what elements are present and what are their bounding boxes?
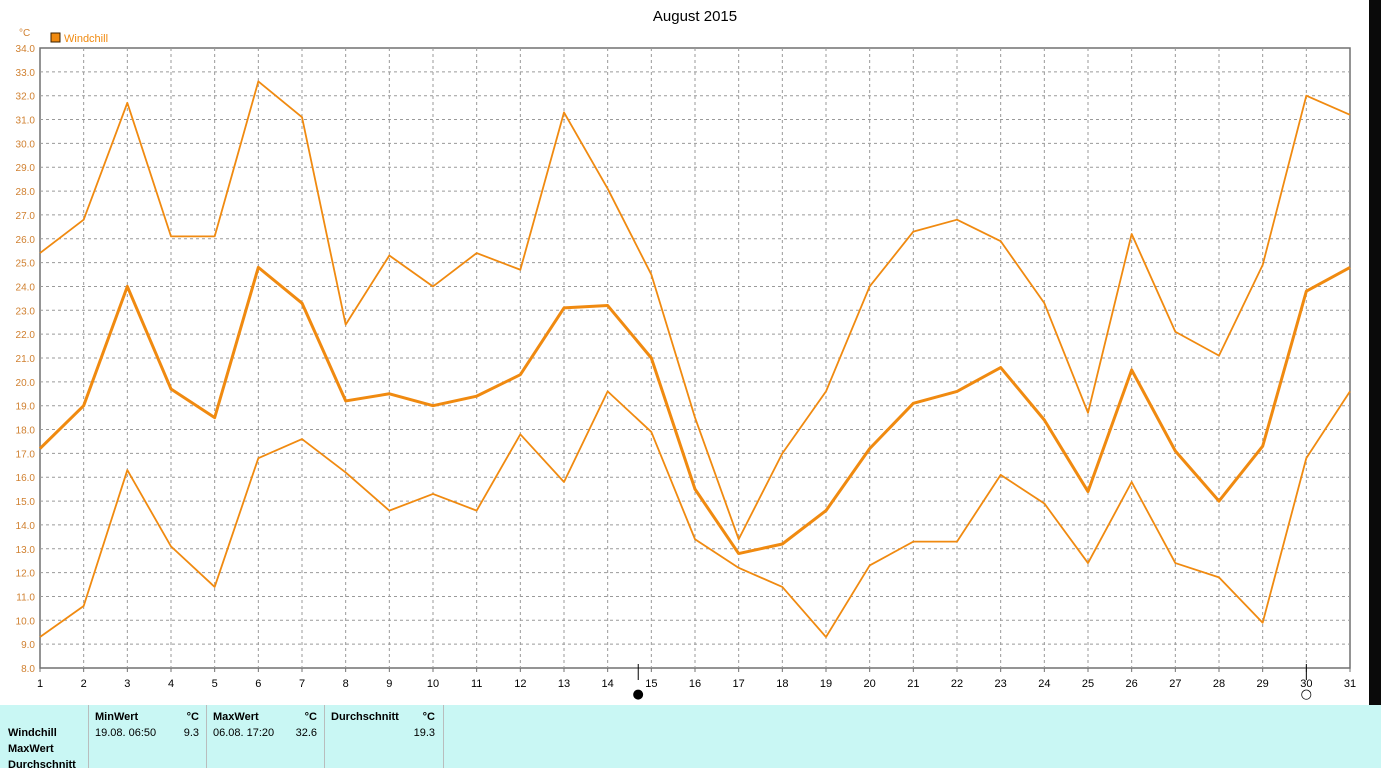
summary-panel: Windchill MaxWert Durchschnitt MinWert °… [0, 705, 1381, 771]
y-tick-label: 33.0 [16, 68, 36, 79]
series-line-2 [38, 265, 1351, 556]
x-tick-label: 4 [168, 678, 174, 690]
y-unit-label: °C [19, 28, 30, 39]
series-line-3 [39, 390, 1351, 638]
max-value: 32.6 [295, 727, 317, 739]
y-tick-label: 21.0 [16, 354, 36, 365]
max-header: MaxWert [213, 711, 259, 723]
legend-label: Windchill [64, 33, 108, 45]
x-tick-label: 17 [733, 678, 745, 690]
x-tick-label: 21 [907, 678, 919, 690]
x-tick-label: 19 [820, 678, 832, 690]
x-tick-label: 28 [1213, 678, 1225, 690]
y-tick-label: 10.0 [16, 616, 36, 627]
x-tick-label: 10 [427, 678, 439, 690]
row-label-durchschnitt: Durchschnitt [8, 759, 76, 771]
y-tick-label: 9.0 [21, 640, 35, 651]
y-tick-label: 25.0 [16, 259, 36, 270]
x-tick-label: 6 [255, 678, 261, 690]
min-date: 19.08. 06:50 [95, 727, 157, 739]
min-value: 9.3 [183, 727, 199, 739]
x-tick-label: 8 [343, 678, 349, 690]
y-tick-label: 28.0 [16, 187, 36, 198]
x-tick-label: 9 [386, 678, 392, 690]
x-tick-label: 22 [951, 678, 963, 690]
moon-phase-marker: ● [633, 687, 644, 702]
x-tick-label: 2 [81, 678, 87, 690]
x-tick-label: 3 [124, 678, 130, 690]
y-tick-label: 17.0 [16, 449, 36, 460]
row-label-windchill: Windchill [8, 727, 57, 739]
y-tick-label: 32.0 [16, 92, 36, 103]
moon-phase-marker: ○ [1301, 687, 1312, 702]
y-tick-label: 27.0 [16, 211, 36, 222]
avg-unit: °C [422, 711, 435, 723]
x-tick-label: 14 [602, 678, 614, 690]
x-tick-label: 26 [1126, 678, 1138, 690]
max-column: MaxWert °C 06.08. 17:20 32.6 [206, 705, 325, 768]
y-tick-label: 11.0 [16, 592, 35, 603]
y-tick-label: 31.0 [16, 116, 36, 127]
x-tick-label: 25 [1082, 678, 1094, 690]
min-column: MinWert °C 19.08. 06:50 9.3 [88, 705, 207, 768]
y-tick-label: 14.0 [16, 521, 36, 532]
max-unit: °C [304, 711, 317, 723]
y-tick-label: 26.0 [16, 235, 36, 246]
x-tick-label: 24 [1038, 678, 1050, 690]
y-tick-label: 30.0 [16, 139, 36, 150]
avg-column: Durchschnitt °C 19.3 [324, 705, 444, 768]
x-tick-label: 5 [212, 678, 218, 690]
min-unit: °C [186, 711, 199, 723]
x-tick-label: 16 [689, 678, 701, 690]
y-tick-label: 29.0 [16, 163, 36, 174]
row-label-maxwert: MaxWert [8, 743, 54, 755]
y-tick-label: 22.0 [16, 330, 36, 341]
x-tick-label: 7 [299, 678, 305, 690]
y-tick-label: 20.0 [16, 378, 36, 389]
y-tick-label: 34.0 [16, 44, 36, 55]
x-tick-label: 13 [558, 678, 570, 690]
min-header: MinWert [95, 711, 139, 723]
x-tick-label: 11 [471, 678, 482, 690]
y-tick-label: 18.0 [16, 426, 36, 437]
x-tick-label: 29 [1257, 678, 1269, 690]
x-tick-label: 27 [1169, 678, 1181, 690]
y-tick-label: 24.0 [16, 282, 36, 293]
series-line-1 [39, 80, 1351, 541]
x-tick-label: 30 [1300, 678, 1312, 690]
x-tick-label: 18 [776, 678, 788, 690]
y-tick-label: 12.0 [16, 569, 36, 580]
avg-value: 19.3 [413, 727, 435, 739]
windchill-chart: 8.09.010.011.012.013.014.015.016.017.018… [16, 8, 1357, 702]
legend-swatch [50, 32, 61, 43]
x-tick-label: 31 [1344, 678, 1356, 690]
max-date: 06.08. 17:20 [213, 727, 275, 739]
x-tick-label: 12 [514, 678, 526, 690]
x-tick-label: 20 [864, 678, 876, 690]
avg-header: Durchschnitt [331, 711, 399, 723]
y-tick-label: 16.0 [16, 473, 36, 484]
x-tick-label: 1 [37, 678, 43, 690]
x-tick-label: 15 [645, 678, 657, 690]
y-tick-label: 8.0 [21, 664, 35, 675]
y-tick-label: 23.0 [16, 306, 36, 317]
y-tick-label: 19.0 [16, 402, 36, 413]
y-tick-label: 13.0 [16, 545, 36, 556]
window-edge [1369, 0, 1381, 705]
y-tick-label: 15.0 [16, 497, 36, 508]
x-tick-label: 23 [995, 678, 1007, 690]
chart-title: August 2015 [653, 8, 737, 25]
